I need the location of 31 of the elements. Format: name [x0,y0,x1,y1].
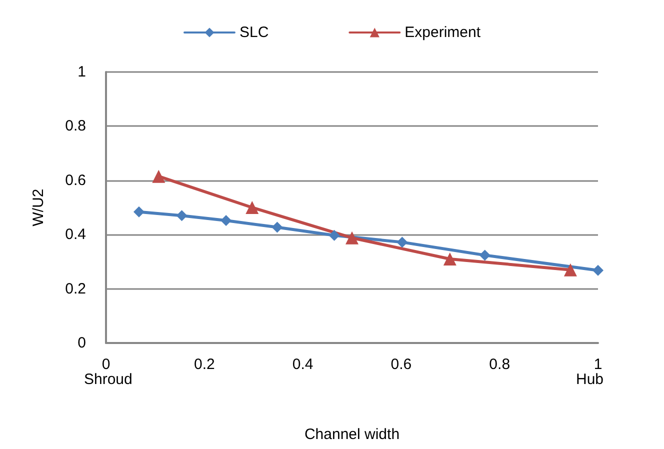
y-tick-label: 0.4 [65,226,86,244]
point [152,170,166,183]
point [328,230,340,241]
x-tick-label: 0 [102,356,110,373]
y-tick-label: 0.2 [65,280,86,298]
point [396,236,408,248]
legend-label: SLC [239,24,269,41]
x-axis-title: Channel width [304,426,400,443]
point [564,263,577,276]
point [346,231,358,244]
text: Shroud [84,371,132,388]
legend-label: Experiment [404,24,482,41]
point [133,206,144,218]
y-tick-label: 1 [78,64,86,80]
x-tick-label: 0.6 [390,356,412,373]
x-tick-label: 0.8 [489,356,510,373]
text: Hub [576,371,604,388]
point [176,210,188,222]
point [592,264,604,276]
point [443,252,456,266]
point [246,201,259,214]
y-axis-title: W/U2 [30,188,47,226]
point [220,215,232,226]
point [272,222,283,233]
x-tick-label: 1 [594,356,602,373]
x-tick-label: 0.2 [194,356,215,373]
y-tick-label: 0 [78,334,86,352]
y-tick-label: 0.8 [65,118,86,135]
x-tick-label: 0.4 [292,356,314,373]
y-tick-label: 0.6 [65,172,86,189]
point [479,250,490,261]
